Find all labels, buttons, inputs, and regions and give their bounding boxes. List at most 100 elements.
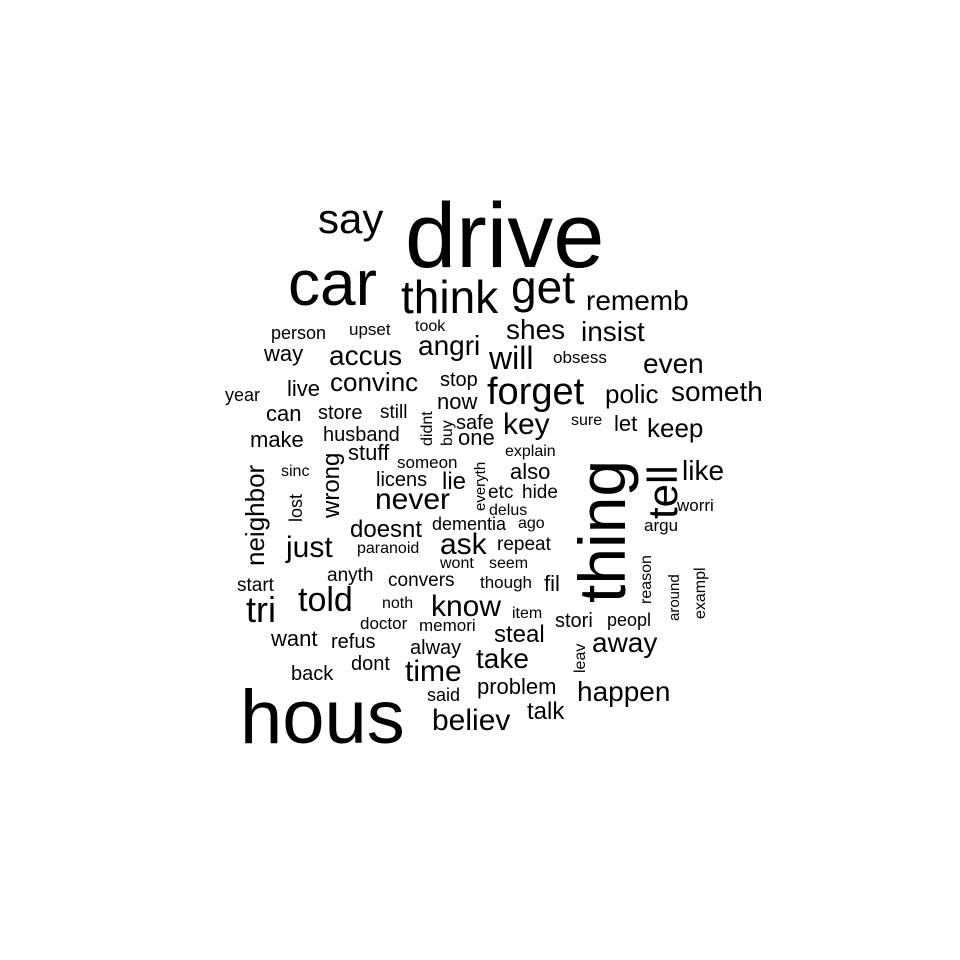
- word: buy: [439, 420, 456, 446]
- word: someth: [671, 376, 763, 407]
- word: keep: [647, 413, 703, 443]
- word: person: [271, 323, 326, 343]
- word: store: [318, 402, 362, 424]
- word: shes: [506, 314, 565, 345]
- word: rememb: [586, 285, 689, 316]
- word: drive: [405, 185, 604, 287]
- word: leav: [572, 644, 589, 673]
- word: anyth: [327, 565, 373, 586]
- word: safe: [456, 412, 494, 434]
- word: thing: [565, 460, 639, 603]
- word: back: [291, 663, 334, 685]
- word: believ: [432, 704, 510, 737]
- word: dont: [351, 653, 390, 675]
- word: argu: [644, 516, 678, 535]
- word: polic: [605, 379, 658, 409]
- word: time: [405, 655, 462, 688]
- word: let: [614, 411, 637, 436]
- word: also: [510, 459, 550, 484]
- word: convinc: [330, 367, 418, 397]
- word: said: [427, 685, 460, 705]
- word: sure: [571, 412, 602, 429]
- word: sinc: [281, 463, 309, 480]
- word: accus: [329, 340, 402, 371]
- word: hous: [240, 675, 405, 760]
- word: reason: [638, 555, 655, 604]
- word: everyth: [472, 462, 489, 511]
- word: around: [666, 574, 683, 621]
- word: just: [285, 531, 333, 564]
- word: forget: [487, 371, 585, 413]
- word: say: [318, 195, 383, 242]
- word: away: [592, 627, 657, 658]
- word: live: [287, 376, 320, 401]
- word: exampl: [692, 567, 709, 619]
- word: dementia: [432, 514, 507, 534]
- word: make: [250, 427, 304, 452]
- word: ask: [440, 528, 488, 561]
- word: wrong: [318, 453, 345, 519]
- word: tell: [639, 465, 686, 519]
- word: didnt: [419, 411, 436, 446]
- word: stori: [555, 610, 593, 632]
- word: lie: [442, 468, 466, 495]
- word: wont: [439, 555, 474, 572]
- word: take: [476, 643, 529, 674]
- word: never: [375, 483, 450, 516]
- word: steal: [494, 621, 545, 648]
- word: peopl: [607, 610, 651, 630]
- word: want: [270, 626, 317, 651]
- word: licens: [376, 469, 427, 491]
- word: etc: [488, 482, 513, 503]
- word: though: [480, 573, 532, 592]
- word: paranoid: [357, 540, 419, 557]
- word: noth: [382, 595, 413, 612]
- word: fil: [544, 571, 560, 596]
- word: doctor: [360, 614, 408, 633]
- word: way: [263, 341, 303, 366]
- word: doesnt: [350, 516, 422, 543]
- word: stuff: [348, 440, 390, 465]
- word: know: [431, 590, 501, 623]
- word: will: [488, 340, 533, 376]
- word: car: [288, 247, 377, 319]
- word: delus: [489, 502, 527, 519]
- word: took: [415, 318, 446, 335]
- word: lost: [286, 494, 306, 522]
- word: one: [458, 425, 495, 450]
- word: year: [225, 385, 260, 405]
- word: key: [503, 408, 550, 441]
- word: alway: [410, 637, 461, 659]
- word: upset: [349, 320, 391, 339]
- word: memori: [419, 616, 476, 635]
- word: seem: [489, 555, 528, 572]
- word: still: [380, 402, 407, 423]
- word: tri: [246, 589, 276, 630]
- word: like: [682, 455, 724, 486]
- word: angri: [418, 330, 480, 361]
- word: obsess: [553, 348, 607, 367]
- word: happen: [577, 676, 670, 707]
- word: now: [437, 389, 477, 414]
- word: explain: [505, 443, 556, 460]
- word: worri: [676, 496, 714, 515]
- word: hide: [522, 482, 558, 503]
- word: neighbor: [240, 464, 270, 566]
- word: start: [237, 575, 275, 596]
- word: talk: [527, 698, 565, 725]
- word: repeat: [497, 534, 552, 555]
- word: insist: [581, 316, 645, 347]
- word: convers: [388, 570, 455, 591]
- word: told: [298, 581, 353, 619]
- word: can: [266, 401, 301, 426]
- word: even: [643, 348, 704, 379]
- word: ago: [518, 515, 545, 532]
- word: someon: [397, 453, 457, 472]
- word: item: [512, 605, 542, 622]
- word: get: [511, 261, 575, 313]
- word: think: [401, 271, 499, 323]
- word: refus: [331, 631, 375, 653]
- word: problem: [477, 674, 556, 699]
- word: husband: [323, 424, 400, 446]
